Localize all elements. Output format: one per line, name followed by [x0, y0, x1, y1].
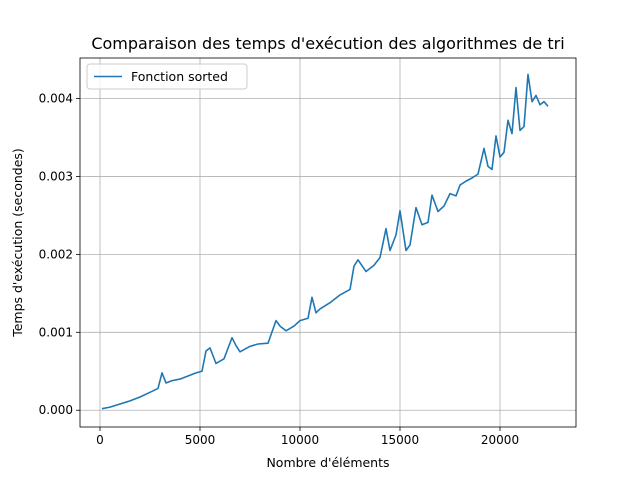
x-tick-label: 5000	[185, 433, 216, 447]
y-tick-label: 0.000	[39, 403, 73, 417]
grid	[80, 58, 576, 427]
legend-box	[86, 63, 248, 90]
series-line-fonction-sorted	[101, 73, 549, 410]
legend-label-fonction-sorted: Fonction sorted	[131, 69, 228, 84]
x-tick-label: 20000	[481, 433, 519, 447]
x-tick-label: 0	[96, 433, 104, 447]
y-tick-label: 0.003	[39, 169, 73, 183]
x-tick-label: 15000	[381, 433, 419, 447]
series-layer	[101, 73, 549, 410]
ticks: 0 5000 10000 15000 20000 0.000 0.001 0.002 0.003…	[39, 92, 519, 447]
legend: Fonction sorted	[86, 63, 248, 90]
y-tick-label: 0.004	[39, 92, 73, 106]
x-tick-label: 10000	[281, 433, 319, 447]
chart-title: Comparaison des temps d'exécution des al…	[91, 34, 564, 53]
plot-frame	[79, 57, 577, 428]
y-tick-label: 0.001	[39, 325, 73, 339]
x-axis-label: Nombre d'éléments	[266, 455, 389, 470]
y-tick-label: 0.002	[39, 247, 73, 261]
y-axis-label: Temps d'exécution (secondes)	[10, 148, 25, 338]
